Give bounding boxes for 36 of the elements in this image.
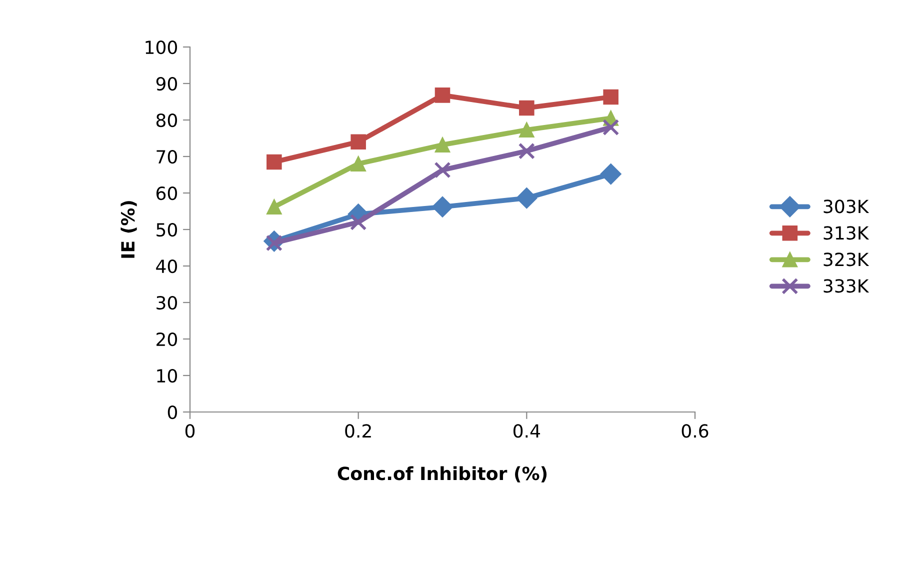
x-tick-label: 0.2 xyxy=(345,424,371,438)
y-tick-label: 30 xyxy=(156,296,177,310)
legend-label: 323K xyxy=(824,252,870,266)
legend-label: 333K xyxy=(824,279,870,293)
x-tick-label: 0 xyxy=(185,424,195,438)
point xyxy=(519,122,534,138)
point xyxy=(516,188,538,209)
y-axis-title: IE (%) xyxy=(120,201,137,258)
x-tick-label: 0.6 xyxy=(682,424,708,438)
y-tick-label: 0 xyxy=(168,405,177,420)
y-tick-label: 10 xyxy=(157,368,177,383)
y-tick-label: 50 xyxy=(156,222,177,237)
point xyxy=(432,196,454,218)
point xyxy=(266,154,282,170)
point xyxy=(350,134,366,150)
y-tick-label: 40 xyxy=(156,259,177,274)
x-axis-title: Conc.of Inhibitor (%) xyxy=(338,466,547,482)
y-tick-label: 90 xyxy=(156,76,177,91)
legend-label: 313K xyxy=(824,226,870,240)
point xyxy=(266,199,282,215)
point xyxy=(434,162,451,178)
point xyxy=(518,142,535,160)
x-tick-label: 0.4 xyxy=(514,424,540,438)
y-tick-label: 70 xyxy=(156,150,177,164)
point xyxy=(434,137,450,152)
point xyxy=(519,100,534,116)
point xyxy=(350,156,366,172)
point xyxy=(602,118,620,136)
point xyxy=(434,88,450,103)
y-tick-label: 60 xyxy=(156,186,177,200)
y-tick-label: 100 xyxy=(146,40,177,54)
y-tick-label: 80 xyxy=(156,113,177,128)
point xyxy=(603,89,618,105)
legend-label: 303K xyxy=(824,200,870,214)
y-tick-label: 20 xyxy=(156,332,177,346)
point xyxy=(600,164,622,185)
